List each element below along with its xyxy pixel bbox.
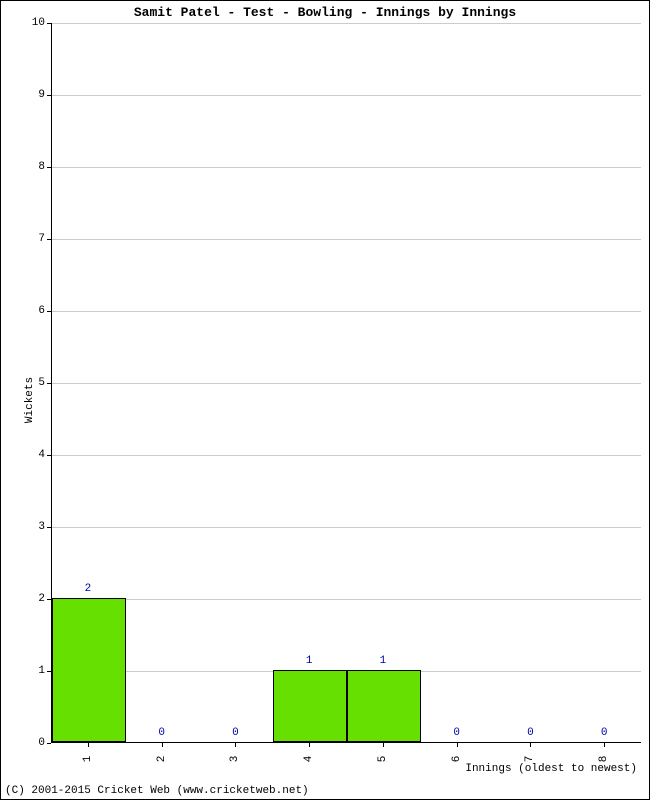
bar — [347, 670, 421, 742]
y-tick-label: 5 — [5, 377, 45, 389]
y-tick-label: 2 — [5, 593, 45, 605]
bar — [52, 598, 126, 742]
y-tick-mark — [47, 455, 51, 456]
gridline-h — [52, 527, 641, 528]
y-tick-label: 6 — [5, 305, 45, 317]
y-tick-mark — [47, 671, 51, 672]
bar — [273, 670, 347, 742]
copyright-text: (C) 2001-2015 Cricket Web (www.cricketwe… — [5, 785, 309, 797]
y-tick-label: 9 — [5, 89, 45, 101]
gridline-h — [52, 23, 641, 24]
gridline-h — [52, 383, 641, 384]
gridline-h — [52, 167, 641, 168]
y-tick-label: 8 — [5, 161, 45, 173]
y-tick-label: 4 — [5, 449, 45, 461]
bar-value-label: 0 — [601, 727, 608, 739]
y-tick-label: 1 — [5, 665, 45, 677]
x-tick-label: 3 — [229, 756, 241, 763]
x-tick-label: 7 — [524, 756, 536, 763]
x-tick-mark — [383, 743, 384, 747]
x-tick-label: 6 — [451, 756, 463, 763]
y-tick-label: 0 — [5, 737, 45, 749]
x-tick-mark — [457, 743, 458, 747]
y-tick-mark — [47, 383, 51, 384]
bar-value-label: 0 — [527, 727, 534, 739]
x-tick-mark — [162, 743, 163, 747]
y-tick-label: 3 — [5, 521, 45, 533]
x-tick-mark — [309, 743, 310, 747]
y-tick-label: 10 — [5, 17, 45, 29]
y-tick-mark — [47, 311, 51, 312]
y-tick-mark — [47, 95, 51, 96]
x-tick-label: 2 — [156, 756, 168, 763]
y-tick-mark — [47, 599, 51, 600]
gridline-h — [52, 239, 641, 240]
y-tick-mark — [47, 527, 51, 528]
gridline-h — [52, 455, 641, 456]
gridline-h — [52, 95, 641, 96]
bar-value-label: 1 — [306, 655, 313, 667]
x-tick-label: 8 — [598, 756, 610, 763]
y-tick-mark — [47, 743, 51, 744]
bar-value-label: 0 — [453, 727, 460, 739]
bar-value-label: 0 — [158, 727, 165, 739]
x-tick-label: 5 — [377, 756, 389, 763]
y-tick-mark — [47, 23, 51, 24]
x-axis-label: Innings (oldest to newest) — [465, 763, 637, 775]
plot-area — [51, 23, 641, 743]
bar-value-label: 0 — [232, 727, 239, 739]
x-tick-mark — [235, 743, 236, 747]
x-tick-mark — [604, 743, 605, 747]
chart-container: Samit Patel - Test - Bowling - Innings b… — [0, 0, 650, 800]
x-tick-mark — [88, 743, 89, 747]
bar-value-label: 1 — [380, 655, 387, 667]
x-tick-mark — [530, 743, 531, 747]
gridline-h — [52, 599, 641, 600]
y-tick-mark — [47, 239, 51, 240]
y-tick-mark — [47, 167, 51, 168]
gridline-h — [52, 311, 641, 312]
x-tick-label: 1 — [82, 756, 94, 763]
bar-value-label: 2 — [85, 583, 92, 595]
y-tick-label: 7 — [5, 233, 45, 245]
x-tick-label: 4 — [303, 756, 315, 763]
chart-title: Samit Patel - Test - Bowling - Innings b… — [1, 5, 649, 20]
